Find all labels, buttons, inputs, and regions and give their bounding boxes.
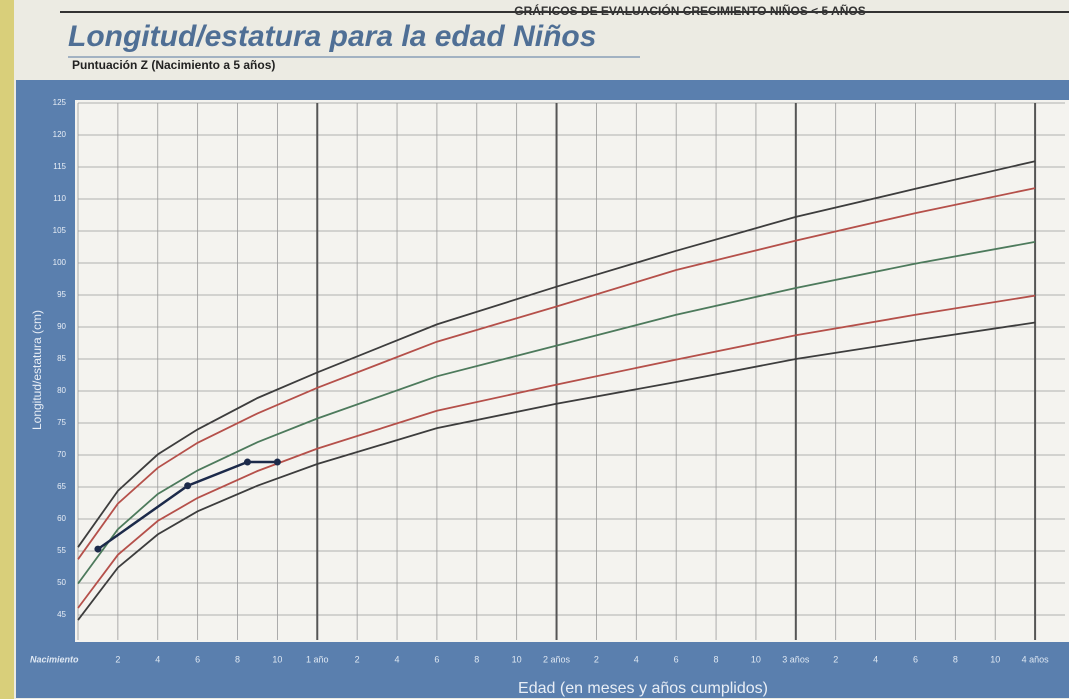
chart-subtitle: Puntuación Z (Nacimiento a 5 años) (72, 58, 275, 72)
x-tick-label: Nacimiento (30, 654, 79, 664)
x-tick-label: 6 (674, 654, 679, 664)
x-tick-label: 4 (395, 654, 400, 664)
x-tick-label: 10 (512, 654, 522, 664)
y-tick-label: 115 (53, 162, 66, 171)
y-tick-label: 60 (57, 514, 66, 523)
x-tick-label: 4 años (1022, 654, 1050, 664)
x-tick-label: 1 año (306, 654, 329, 664)
x-tick-label: 8 (714, 654, 719, 664)
x-tick-label: 6 (195, 654, 200, 664)
y-tick-label: 55 (57, 546, 66, 555)
plotted-point (244, 459, 251, 466)
x-tick-label: 10 (272, 654, 282, 664)
paper-edge (0, 0, 14, 699)
x-tick-label: 2 (833, 654, 838, 664)
y-tick-label: 80 (57, 386, 66, 395)
y-tick-label: 90 (57, 322, 66, 331)
y-tick-label: 85 (57, 354, 66, 363)
x-tick-label: 2 (115, 654, 120, 664)
x-tick-label: 10 (751, 654, 761, 664)
x-tick-label: 6 (913, 654, 918, 664)
x-tick-label: 4 (634, 654, 639, 664)
x-tick-label: 4 (155, 654, 160, 664)
x-tick-label: 6 (434, 654, 439, 664)
y-tick-label: 70 (57, 450, 66, 459)
x-tick-label: 3 años (782, 654, 810, 664)
x-tick-label: 2 (355, 654, 360, 664)
y-tick-label: 100 (53, 258, 67, 267)
chart-title: Longitud/estatura para la edad Niños (68, 20, 596, 53)
plotted-point (184, 482, 191, 489)
x-tick-label: 8 (235, 654, 240, 664)
plot-area (75, 100, 1069, 642)
header: GRÁFICOS DE EVALUACIÓN CRECIMIENTO NIÑOS… (514, 3, 865, 18)
y-axis-label: Longitud/estatura (cm) (30, 310, 44, 430)
x-axis-label: Edad (en meses y años cumplidos) (518, 680, 768, 697)
chart: GRÁFICOS DE EVALUACIÓN CRECIMIENTO NIÑOS… (0, 0, 1069, 699)
y-tick-label: 105 (53, 226, 67, 235)
y-tick-label: 125 (53, 98, 67, 107)
y-tick-label: 110 (53, 194, 66, 203)
x-tick-label: 2 (594, 654, 599, 664)
y-tick-label: 75 (57, 418, 66, 427)
x-tick-label: 8 (474, 654, 479, 664)
y-tick-label: 120 (53, 130, 67, 139)
x-tick-label: 2 años (543, 654, 571, 664)
plotted-point (94, 546, 101, 553)
x-tick-label: 8 (953, 654, 958, 664)
y-tick-label: 95 (57, 290, 66, 299)
x-tick-label: 10 (990, 654, 1000, 664)
y-tick-label: 45 (57, 610, 66, 619)
plotted-point (274, 459, 281, 466)
y-tick-label: 50 (57, 578, 66, 587)
x-tick-label: 4 (873, 654, 878, 664)
y-tick-label: 65 (57, 482, 66, 491)
